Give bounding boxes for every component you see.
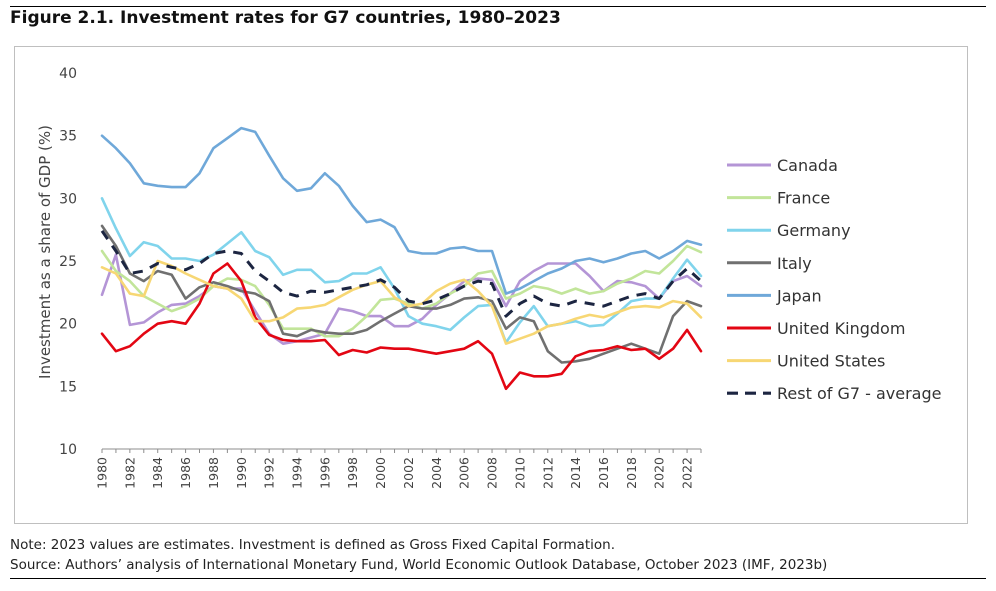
legend-label: United Kingdom: [777, 319, 905, 338]
legend-label: Rest of G7 - average: [777, 384, 941, 403]
x-tick-label: 1982: [122, 457, 137, 489]
series-line-italy: [100, 224, 703, 364]
series-line-rest-of-g7-average: [100, 230, 703, 318]
figure-title: Figure 2.1. Investment rates for G7 coun…: [10, 8, 561, 28]
x-tick-label: 2018: [624, 457, 639, 489]
legend-label: Canada: [777, 156, 838, 175]
x-tick-label: 2012: [540, 457, 555, 489]
bottom-rule: [10, 578, 986, 579]
chart-axes: 10 15 20 25 30 35 40 1980 1982 1984 1986 1988 1990 19…: [59, 66, 702, 489]
x-tick-label: 1988: [206, 457, 221, 489]
x-tick-label: 1986: [178, 457, 193, 489]
series-line-canada: [100, 253, 703, 346]
x-tick-label: 2014: [568, 457, 583, 489]
legend-label: Italy: [777, 254, 812, 273]
x-tick-label: 1990: [234, 457, 249, 489]
x-tick-label: 2002: [401, 457, 416, 489]
chart-panel: 10 15 20 25 30 35 40 1980 1982 1984 1986 1988 1990 19…: [14, 46, 968, 524]
note-text: Note: 2023 values are estimates. Investm…: [10, 537, 615, 553]
legend-label: United States: [777, 352, 885, 371]
legend-label: Germany: [777, 221, 851, 240]
legend-label: France: [777, 189, 830, 208]
legend-label: Japan: [776, 286, 822, 305]
x-tick-label: 1994: [290, 457, 305, 489]
series-line-united-kingdom: [100, 262, 703, 391]
top-rule: [10, 6, 986, 7]
x-tick-label: 2010: [512, 457, 527, 489]
y-tick-label: 20: [59, 317, 77, 333]
x-tick-label: 2004: [429, 457, 444, 489]
line-chart: 10 15 20 25 30 35 40 1980 1982 1984 1986 1988 1990 19…: [36, 66, 941, 489]
y-tick-label: 15: [59, 379, 77, 395]
chart-legend: Canada France Germany Italy Japan United King…: [727, 156, 941, 403]
x-tick-label: 2022: [680, 457, 695, 489]
source-text: Source: Authors’ analysis of Internation…: [10, 557, 828, 573]
y-tick-label: 10: [59, 442, 77, 458]
x-tick-label: 1996: [317, 457, 332, 489]
x-tick-label: 2016: [596, 457, 611, 489]
x-tick-label: 1984: [150, 457, 165, 489]
y-tick-label: 35: [59, 129, 77, 145]
x-tick-label: 1998: [345, 457, 360, 489]
x-tick-label: 1980: [95, 457, 110, 489]
y-tick-label: 25: [59, 254, 77, 270]
series-line-japan: [100, 126, 703, 295]
x-tick-label: 2006: [457, 457, 472, 489]
x-tick-label: 2000: [373, 457, 388, 489]
y-tick-label: 40: [59, 66, 77, 82]
y-axis-title: Investment as a share of GDP (%): [36, 125, 54, 379]
x-tick-label: 2020: [652, 457, 667, 489]
chart-lines: [100, 126, 703, 391]
y-tick-label: 30: [59, 191, 77, 207]
x-tick-label: 2008: [485, 457, 500, 489]
series-line-united-states: [100, 259, 703, 346]
x-tick-label: 1992: [262, 457, 277, 489]
series-line-germany: [100, 197, 703, 344]
